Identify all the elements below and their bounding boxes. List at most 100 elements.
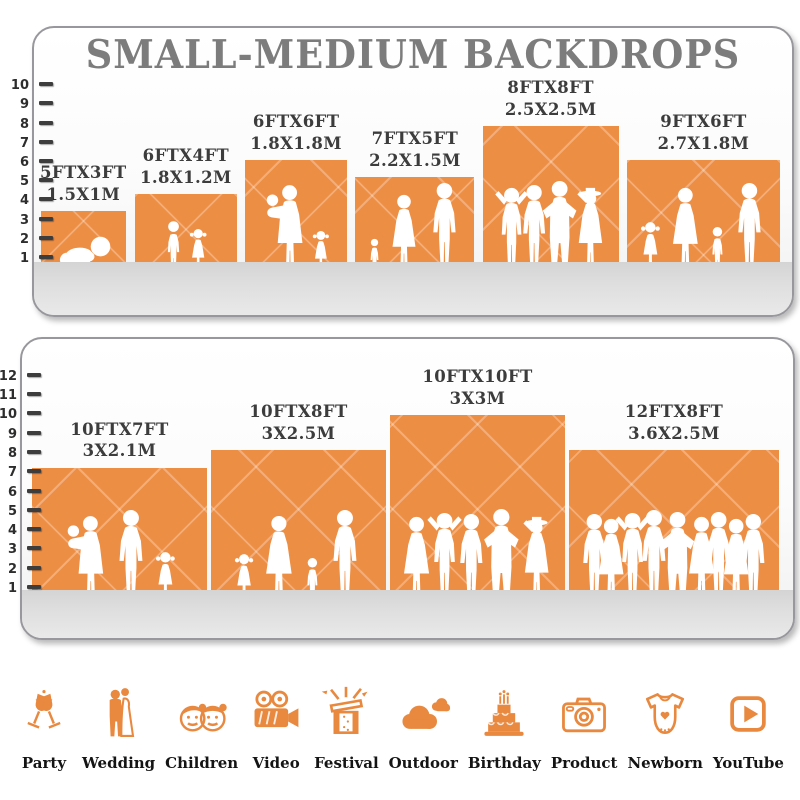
party-icon xyxy=(16,686,72,742)
ruler-number: 10 xyxy=(0,407,17,423)
category-item-newborn: Newborn xyxy=(627,686,703,772)
category-label: YouTube xyxy=(712,754,784,772)
ruler-tick xyxy=(39,178,53,183)
category-label: Product xyxy=(550,754,618,772)
size-label-m: 3X2.5M xyxy=(261,423,336,443)
size-label-ft: 10FTX8FT xyxy=(249,402,348,422)
wedding-icon xyxy=(91,686,147,742)
ruler-number: 4 xyxy=(19,193,29,209)
backdrop-rect xyxy=(569,450,779,590)
ruler-number: 1 xyxy=(7,580,17,596)
backdrop-size-label: 7FTX5FT 2.2X1.5M xyxy=(369,128,461,171)
ruler-number: 3 xyxy=(19,212,29,228)
panel-large: 10FTX7FT 3X2.1M 10FTX8FT 3X2.5M 10FTX10FT 3X3… xyxy=(0,337,795,640)
size-label-ft: 10FTX7FT xyxy=(70,419,169,439)
category-item-video: Video xyxy=(248,686,304,772)
size-label-ft: 10FTX10FT xyxy=(422,367,533,387)
ruler-tick xyxy=(27,585,41,589)
ruler-tick xyxy=(39,235,53,240)
backdrop-size-label: 12FTX8FT 3.6X2.5M xyxy=(625,401,723,444)
newborn-icon xyxy=(637,686,693,742)
category-item-youtube: YouTube xyxy=(713,686,784,772)
backdrop-item: 10FTX10FT 3X3M xyxy=(390,366,565,590)
ruler-number: 9 xyxy=(19,97,29,113)
ruler-tick xyxy=(39,216,53,221)
ruler-tick xyxy=(39,139,53,144)
category-item-party: Party xyxy=(16,686,72,772)
ruler-number: 12 xyxy=(0,368,17,384)
size-label-m: 2.5X2.5M xyxy=(504,99,597,119)
size-label-ft: 6FTX6FT xyxy=(252,112,340,132)
ruler-tick xyxy=(27,565,41,570)
backdrop-size-label: 10FTX7FT 3X2.1M xyxy=(70,419,168,462)
size-label-m: 2.7X1.8M xyxy=(657,133,750,153)
ruler-tick xyxy=(39,255,53,259)
size-label-m: 2.2X1.5M xyxy=(369,150,461,170)
category-item-outdoor: Outdoor xyxy=(389,686,458,772)
birthday-icon xyxy=(476,686,532,742)
ruler-tick xyxy=(27,546,41,551)
backdrop-row-bottom: 10FTX7FT 3X2.1M 10FTX8FT 3X2.5M 10FTX10FT 3X3… xyxy=(32,366,779,590)
category-item-birthday: Birthday xyxy=(468,686,541,772)
ruler-number: 6 xyxy=(19,154,29,170)
backdrop-size-label: 8FTX8FT 2.5X2.5M xyxy=(505,77,597,120)
size-label-ft: 12FTX8FT xyxy=(624,402,724,422)
backdrop-rect xyxy=(134,194,237,262)
size-label-ft: 7FTX5FT xyxy=(371,129,459,149)
backdrop-size-label: 6FTX4FT 1.8X1.2M xyxy=(140,145,232,188)
backdrop-rect xyxy=(211,450,386,590)
children-icon xyxy=(174,686,230,742)
ruler-tick xyxy=(27,392,41,396)
outdoor-icon xyxy=(395,686,451,742)
backdrop-item: 10FTX8FT 3X2.5M xyxy=(211,401,386,590)
ruler-number: 1 xyxy=(19,250,29,266)
ruler-number: 10 xyxy=(10,78,29,94)
ruler-number: 2 xyxy=(19,231,29,247)
backdrop-size-label: 10FTX8FT 3X2.5M xyxy=(249,401,347,444)
backdrop-rect xyxy=(355,177,475,262)
size-label-m: 3X3M xyxy=(449,388,506,408)
video-icon xyxy=(248,686,304,742)
category-label: Party xyxy=(21,754,67,772)
ruler-tick xyxy=(27,411,41,416)
size-label-ft: 9FTX6FT xyxy=(660,112,747,132)
backdrop-size-label: 5FTX3FT 1.5X1M xyxy=(40,162,127,205)
ruler-tick xyxy=(39,120,53,125)
size-label-m: 1.8X1.2M xyxy=(140,167,232,187)
ruler-number: 8 xyxy=(7,445,17,461)
category-item-product: Product xyxy=(551,686,618,772)
category-label: Festival xyxy=(314,754,379,772)
ruler-tick xyxy=(27,507,41,512)
ruler-number: 4 xyxy=(7,522,17,538)
youtube-icon xyxy=(720,686,776,742)
backdrop-size-label: 9FTX6FT 2.7X1.8M xyxy=(658,111,750,154)
ruler-tick xyxy=(27,430,41,435)
festival-icon xyxy=(318,686,374,742)
ruler-number: 11 xyxy=(0,387,17,403)
ruler-tick xyxy=(39,82,53,87)
ruler-tick xyxy=(39,101,53,106)
page-title: SMALL-MEDIUM BACKDROPS xyxy=(85,32,741,78)
backdrop-rect xyxy=(245,160,348,262)
ruler-tick xyxy=(27,469,41,474)
backdrop-rect xyxy=(482,126,619,262)
backdrop-item: 10FTX7FT 3X2.1M xyxy=(32,419,207,590)
backdrop-item: 6FTX4FT 1.8X1.2M xyxy=(134,145,237,262)
backdrop-item: 12FTX8FT 3.6X2.5M xyxy=(569,401,779,590)
ruler-tick xyxy=(39,197,53,202)
size-label-m: 1.8X1.8M xyxy=(250,133,342,153)
ruler-number: 7 xyxy=(7,465,17,481)
ruler-number: 2 xyxy=(7,561,17,577)
backdrop-item: 9FTX6FT 2.7X1.8M xyxy=(626,111,780,262)
backdrop-rect xyxy=(390,415,565,590)
backdrop-size-label: 10FTX10FT 3X3M xyxy=(422,366,532,409)
panel-small-medium: SMALL-MEDIUM BACKDROPS 5FTX3FT 1.5X1M 6FTX… xyxy=(11,26,794,317)
size-label-m: 1.5X1M xyxy=(46,184,121,204)
category-row: Party Wedding Children Video Festival Outdoor… xyxy=(16,652,784,772)
category-item-wedding: Wedding xyxy=(82,686,155,772)
category-label: Outdoor xyxy=(388,754,458,772)
backdrop-item: 5FTX3FT 1.5X1M xyxy=(40,162,127,262)
size-label-ft: 8FTX8FT xyxy=(507,78,594,98)
backdrop-size-label: 6FTX6FT 1.8X1.8M xyxy=(250,111,342,154)
ruler-number: 6 xyxy=(7,484,17,500)
